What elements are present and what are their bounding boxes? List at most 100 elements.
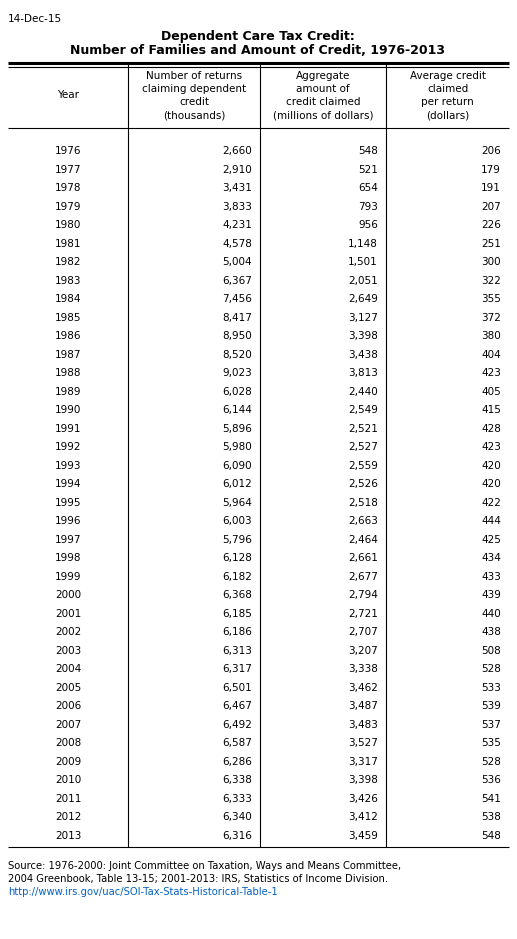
- Text: 2010: 2010: [55, 776, 81, 785]
- Text: 541: 541: [481, 793, 501, 804]
- Text: 1990: 1990: [55, 406, 81, 415]
- Text: 6,185: 6,185: [222, 608, 252, 619]
- Text: 4,231: 4,231: [222, 221, 252, 230]
- Text: 537: 537: [481, 720, 501, 730]
- Text: 2003: 2003: [55, 646, 81, 655]
- Text: 404: 404: [481, 349, 501, 360]
- Text: 8,417: 8,417: [222, 313, 252, 323]
- Text: 2004 Greenbook, Table 13-15; 2001-2013: IRS, Statistics of Income Division.: 2004 Greenbook, Table 13-15; 2001-2013: …: [8, 874, 388, 884]
- Text: 372: 372: [481, 313, 501, 323]
- Text: 6,144: 6,144: [222, 406, 252, 415]
- Text: 420: 420: [481, 461, 501, 470]
- Text: 1998: 1998: [55, 553, 81, 563]
- Text: 1992: 1992: [55, 442, 81, 453]
- Text: 2,794: 2,794: [348, 591, 378, 600]
- Text: 2,910: 2,910: [222, 164, 252, 175]
- Text: 5,980: 5,980: [222, 442, 252, 453]
- Text: 3,527: 3,527: [348, 738, 378, 748]
- Text: 6,012: 6,012: [222, 479, 252, 489]
- Text: 6,090: 6,090: [222, 461, 252, 470]
- Text: 3,813: 3,813: [348, 368, 378, 378]
- Text: 3,412: 3,412: [348, 812, 378, 823]
- Text: 14-Dec-15: 14-Dec-15: [8, 14, 62, 24]
- Text: 6,003: 6,003: [222, 516, 252, 526]
- Text: 1996: 1996: [55, 516, 81, 526]
- Text: 5,896: 5,896: [222, 423, 252, 434]
- Text: 2,521: 2,521: [348, 423, 378, 434]
- Text: 2,721: 2,721: [348, 608, 378, 619]
- Text: 1979: 1979: [55, 202, 81, 212]
- Text: 2,707: 2,707: [348, 627, 378, 638]
- Text: Number of returns
claiming dependent
credit
(thousands): Number of returns claiming dependent cre…: [142, 70, 246, 120]
- Text: 6,338: 6,338: [222, 776, 252, 785]
- Text: 1977: 1977: [55, 164, 81, 175]
- Text: 2001: 2001: [55, 608, 81, 619]
- Text: 6,028: 6,028: [222, 387, 252, 397]
- Text: 2008: 2008: [55, 738, 81, 748]
- Text: 1982: 1982: [55, 257, 81, 268]
- Text: 3,338: 3,338: [348, 664, 378, 674]
- Text: 539: 539: [481, 701, 501, 711]
- Text: Average credit
claimed
per return
(dollars): Average credit claimed per return (dolla…: [409, 70, 485, 120]
- Text: 1984: 1984: [55, 294, 81, 304]
- Text: 528: 528: [481, 757, 501, 767]
- Text: http://www.irs.gov/uac/SOI-Tax-Stats-Historical-Table-1: http://www.irs.gov/uac/SOI-Tax-Stats-His…: [8, 887, 278, 897]
- Text: 2,660: 2,660: [222, 146, 252, 156]
- Text: 415: 415: [481, 406, 501, 415]
- Text: 433: 433: [481, 572, 501, 582]
- Text: 420: 420: [481, 479, 501, 489]
- Text: 3,398: 3,398: [348, 331, 378, 341]
- Text: 434: 434: [481, 553, 501, 563]
- Text: 423: 423: [481, 368, 501, 378]
- Text: 2,649: 2,649: [348, 294, 378, 304]
- Text: 6,501: 6,501: [222, 683, 252, 693]
- Text: 2004: 2004: [55, 664, 81, 674]
- Text: 1993: 1993: [55, 461, 81, 470]
- Text: 654: 654: [358, 183, 378, 193]
- Text: 251: 251: [481, 239, 501, 249]
- Text: 956: 956: [358, 221, 378, 230]
- Text: 6,340: 6,340: [222, 812, 252, 823]
- Text: 444: 444: [481, 516, 501, 526]
- Text: 355: 355: [481, 294, 501, 304]
- Text: 521: 521: [358, 164, 378, 175]
- Text: Source: 1976-2000: Joint Committee on Taxation, Ways and Means Committee,: Source: 1976-2000: Joint Committee on Ta…: [8, 861, 401, 871]
- Text: 3,127: 3,127: [348, 313, 378, 323]
- Text: 2002: 2002: [55, 627, 81, 638]
- Text: 2,527: 2,527: [348, 442, 378, 453]
- Text: 405: 405: [481, 387, 501, 397]
- Text: 2,526: 2,526: [348, 479, 378, 489]
- Text: 206: 206: [481, 146, 501, 156]
- Text: 2013: 2013: [55, 831, 81, 840]
- Text: 1983: 1983: [55, 276, 81, 285]
- Text: 9,023: 9,023: [222, 368, 252, 378]
- Text: 438: 438: [481, 627, 501, 638]
- Text: 1989: 1989: [55, 387, 81, 397]
- Text: 2,663: 2,663: [348, 516, 378, 526]
- Text: Year: Year: [57, 90, 79, 100]
- Text: 1,501: 1,501: [348, 257, 378, 268]
- Text: 6,286: 6,286: [222, 757, 252, 767]
- Text: Dependent Care Tax Credit:: Dependent Care Tax Credit:: [161, 30, 355, 43]
- Text: 6,367: 6,367: [222, 276, 252, 285]
- Text: 1976: 1976: [55, 146, 81, 156]
- Text: 1995: 1995: [55, 498, 81, 508]
- Text: 3,487: 3,487: [348, 701, 378, 711]
- Text: 5,964: 5,964: [222, 498, 252, 508]
- Text: 226: 226: [481, 221, 501, 230]
- Text: 2000: 2000: [55, 591, 81, 600]
- Text: Number of Families and Amount of Credit, 1976-2013: Number of Families and Amount of Credit,…: [70, 44, 446, 57]
- Text: 207: 207: [481, 202, 501, 212]
- Text: 422: 422: [481, 498, 501, 508]
- Text: 423: 423: [481, 442, 501, 453]
- Text: 300: 300: [481, 257, 501, 268]
- Text: 536: 536: [481, 776, 501, 785]
- Text: 2007: 2007: [55, 720, 81, 730]
- Text: 1981: 1981: [55, 239, 81, 249]
- Text: 2,549: 2,549: [348, 406, 378, 415]
- Text: 3,398: 3,398: [348, 776, 378, 785]
- Text: 322: 322: [481, 276, 501, 285]
- Text: 428: 428: [481, 423, 501, 434]
- Text: 3,431: 3,431: [222, 183, 252, 193]
- Text: 538: 538: [481, 812, 501, 823]
